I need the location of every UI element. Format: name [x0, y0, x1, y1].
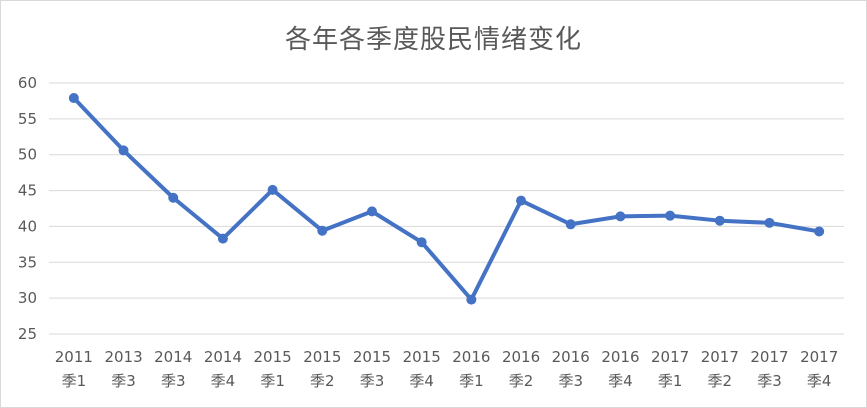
- data-point: [68, 93, 79, 104]
- x-tick-quarter: 季1: [658, 372, 683, 390]
- x-tick-year: 2011: [55, 348, 93, 366]
- x-tick-year: 2017: [651, 348, 689, 366]
- x-tick-label: 2015 季1: [254, 348, 292, 390]
- y-tick-label: 25: [18, 325, 37, 343]
- data-point: [366, 206, 377, 217]
- x-tick-label: 2016 季4: [601, 348, 639, 390]
- x-tick-year: 2017: [800, 348, 838, 366]
- x-tick-quarter: 季2: [310, 372, 335, 390]
- x-tick-year: 2013: [104, 348, 142, 366]
- x-tick-year: 2015: [403, 348, 441, 366]
- y-tick-label: 40: [18, 217, 37, 235]
- x-tick-year: 2017: [750, 348, 788, 366]
- x-tick-label: 2017 季4: [800, 348, 838, 390]
- x-tick-quarter: 季4: [409, 372, 434, 390]
- data-point: [317, 225, 328, 236]
- x-tick-label: 2016 季3: [552, 348, 590, 390]
- x-tick-label: 2017 季3: [750, 348, 788, 390]
- x-tick-year: 2016: [601, 348, 639, 366]
- x-tick-quarter: 季2: [708, 372, 733, 390]
- data-point: [217, 233, 228, 244]
- data-point: [615, 211, 626, 222]
- x-tick-year: 2017: [701, 348, 739, 366]
- data-point: [466, 294, 477, 305]
- data-point: [168, 192, 179, 203]
- y-tick-label: 60: [18, 74, 37, 92]
- y-tick-label: 45: [18, 182, 37, 200]
- x-tick-quarter: 季3: [360, 372, 385, 390]
- x-tick-year: 2014: [204, 348, 242, 366]
- x-tick-label: 2017 季1: [651, 348, 689, 390]
- x-tick-year: 2015: [353, 348, 391, 366]
- y-tick-label: 35: [18, 253, 37, 271]
- x-tick-label: 2015 季2: [303, 348, 341, 390]
- y-tick-label: 30: [18, 289, 37, 307]
- data-point: [814, 226, 825, 237]
- x-tick-year: 2015: [303, 348, 341, 366]
- data-point: [714, 215, 725, 226]
- x-tick-year: 2014: [154, 348, 192, 366]
- x-tick-label: 2016 季2: [502, 348, 540, 390]
- x-tick-label: 2013 季3: [104, 348, 142, 390]
- x-tick-quarter: 季4: [211, 372, 236, 390]
- x-tick-quarter: 季3: [161, 372, 186, 390]
- x-tick-quarter: 季4: [807, 372, 832, 390]
- x-tick-label: 2011 季1: [55, 348, 93, 390]
- x-tick-quarter: 季3: [558, 372, 583, 390]
- x-tick-quarter: 季1: [459, 372, 484, 390]
- series-line: [71, 96, 822, 302]
- data-point: [565, 219, 576, 230]
- data-point: [764, 217, 775, 228]
- x-tick-label: 2015 季4: [403, 348, 441, 390]
- x-tick-label: 2016 季1: [452, 348, 490, 390]
- data-point: [267, 184, 278, 195]
- data-point: [516, 195, 527, 206]
- x-tick-quarter: 季1: [62, 372, 87, 390]
- x-tick-year: 2016: [552, 348, 590, 366]
- x-tick-year: 2015: [254, 348, 292, 366]
- chart-title: 各年各季度股民情绪变化: [284, 25, 582, 55]
- x-tick-label: 2014 季3: [154, 348, 192, 390]
- x-tick-year: 2016: [452, 348, 490, 366]
- x-tick-quarter: 季3: [757, 372, 782, 390]
- data-point: [118, 145, 129, 156]
- x-tick-label: 2015 季3: [353, 348, 391, 390]
- y-tick-label: 55: [18, 110, 37, 128]
- x-tick-quarter: 季3: [111, 372, 136, 390]
- y-tick-label: 50: [18, 146, 37, 164]
- x-tick-label: 2014 季4: [204, 348, 242, 390]
- x-tick-quarter: 季1: [260, 372, 285, 390]
- data-point: [665, 210, 676, 221]
- x-tick-label: 2017 季2: [701, 348, 739, 390]
- x-tick-quarter: 季4: [608, 372, 633, 390]
- x-tick-quarter: 季2: [509, 372, 534, 390]
- x-tick-year: 2016: [502, 348, 540, 366]
- data-point: [416, 237, 427, 248]
